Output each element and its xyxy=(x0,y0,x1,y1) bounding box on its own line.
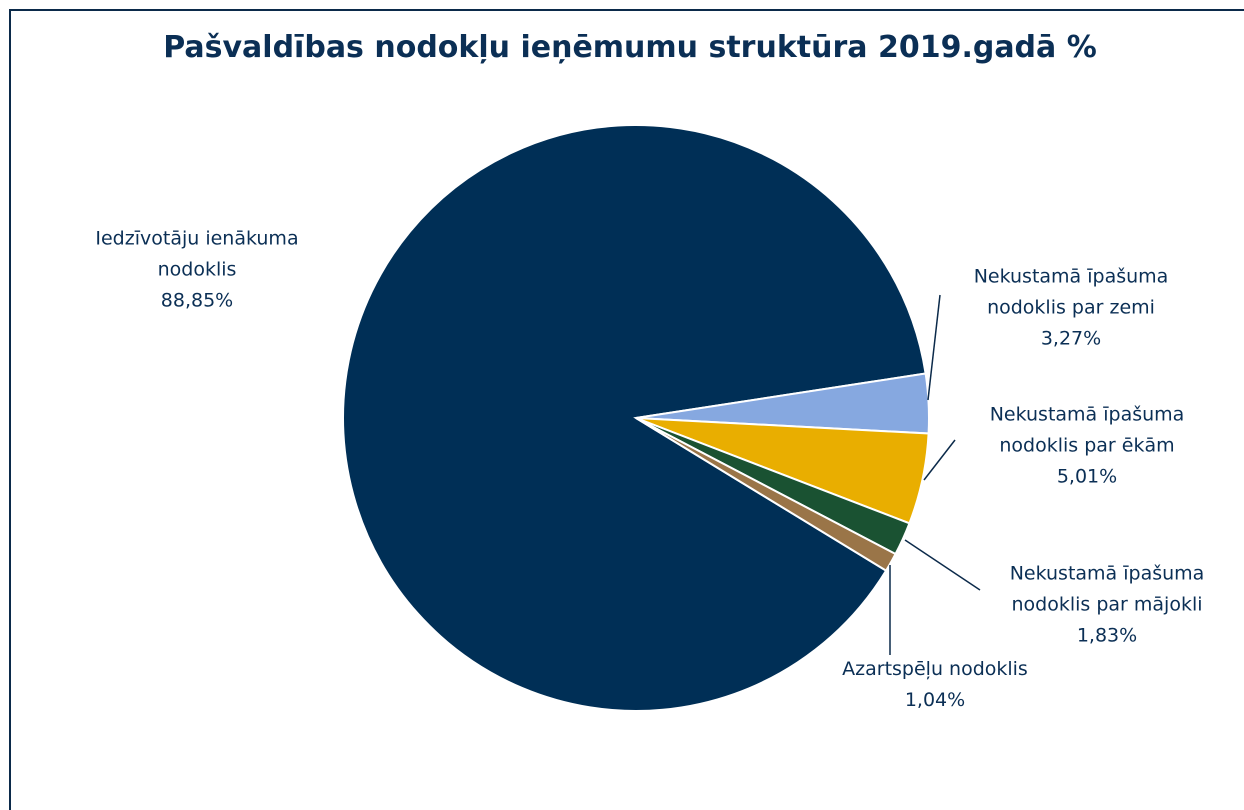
slice-value: 1,83% xyxy=(1076,624,1138,647)
pie-slice xyxy=(342,124,927,712)
slice-label: Azartspēļu nodoklis 1,04% xyxy=(805,654,1065,716)
slice-name: Nekustamā īpašuma nodoklis par zemi xyxy=(973,265,1169,319)
slice-label: Nekustamā īpašuma nodoklis par ēkām 5,01% xyxy=(977,400,1197,493)
slice-value: 1,04% xyxy=(904,689,966,711)
leader-line xyxy=(923,439,956,481)
slice-value: 3,27% xyxy=(1040,327,1102,350)
slice-label: Iedzīvotāju ienākuma nodoklis 88,85% xyxy=(87,224,307,317)
slice-label: Nekustamā īpašuma nodoklis par mājokli 1,… xyxy=(997,559,1217,652)
slice-name: Nekustamā īpašuma nodoklis par mājokli xyxy=(1009,562,1205,616)
pie-slice xyxy=(635,417,897,573)
slice-value: 88,85% xyxy=(160,289,234,312)
frame xyxy=(9,9,1244,810)
chart-title: Pašvaldības nodokļu ieņēmumu struktūra 2… xyxy=(163,30,1097,65)
leader-line xyxy=(904,539,981,591)
leader-line xyxy=(927,294,941,401)
slice-label: Nekustamā īpašuma nodoklis par zemi 3,27% xyxy=(961,262,1181,355)
slice-name: Iedzīvotāju ienākuma nodoklis xyxy=(95,227,299,281)
slice-name: Azartspēļu nodoklis xyxy=(842,658,1028,680)
slice-value: 5,01% xyxy=(1056,465,1118,488)
slice-name: Nekustamā īpašuma nodoklis par ēkām xyxy=(989,403,1185,457)
